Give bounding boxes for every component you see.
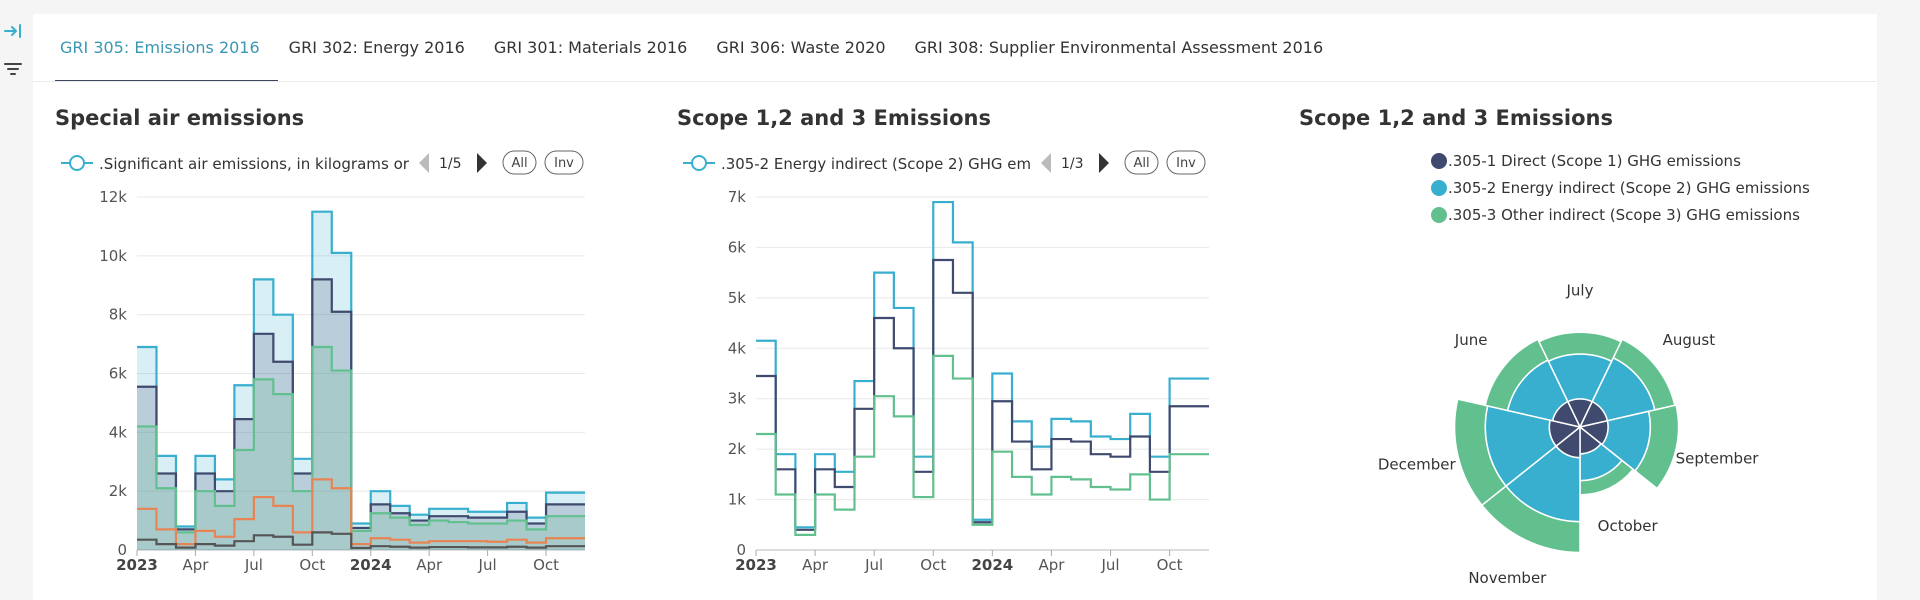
polar-category-label: July: [1566, 281, 1594, 299]
series-line-1[interactable]: [756, 200, 1209, 529]
legend-series-label: .305-2 Energy indirect (Scope 2) GHG em: [721, 155, 1031, 173]
series-line-2[interactable]: [137, 278, 585, 531]
chart-1-legend: .Significant air emissions, in kilograms…: [61, 150, 584, 175]
y-tick-label: 5k: [728, 289, 747, 307]
y-tick-label: 8k: [109, 306, 128, 324]
tab-gri-302[interactable]: GRI 302: Energy 2016: [288, 38, 465, 57]
polar-segment[interactable]: [1453, 398, 1507, 507]
x-tick-label: Apr: [182, 556, 209, 574]
legend-circle-symbol[interactable]: [69, 155, 85, 171]
inv-button-label: Inv: [1176, 156, 1196, 171]
all-button-bg[interactable]: [502, 150, 537, 175]
polar-category-label: December: [1378, 455, 1457, 473]
y-tick-label: 10k: [99, 247, 127, 265]
x-tick-label: 2023: [735, 556, 777, 574]
tabs-divider: [33, 81, 1877, 82]
left-rail: [0, 0, 28, 600]
chart-2-plot: 0 1k 2k 3k 4k 5k 6k 7k 2023 Apr Jul Oct 2024 Apr Jul Oc…: [728, 188, 1209, 574]
polar-category-label: June: [1454, 331, 1488, 349]
pager-prev-icon[interactable]: [419, 153, 429, 173]
series-line-3[interactable]: [756, 354, 1209, 536]
y-tick-label: 7k: [728, 188, 747, 206]
pager-prev-icon[interactable]: [1041, 153, 1051, 173]
x-tick-label: Jul: [864, 556, 883, 574]
polar-segment[interactable]: [1633, 404, 1680, 490]
legend-dot[interactable]: [1431, 207, 1447, 223]
y-tick-label: 3k: [728, 390, 747, 408]
tab-gri-306[interactable]: GRI 306: Waste 2020: [716, 38, 886, 57]
series-line-4[interactable]: [137, 478, 585, 546]
x-tick-label: Oct: [299, 556, 325, 574]
x-tick-label: Apr: [416, 556, 443, 574]
x-tick-label: Oct: [1157, 556, 1183, 574]
x-tick-label: Oct: [533, 556, 559, 574]
all-button[interactable]: All: [1124, 150, 1159, 175]
tab-bar: GRI 305: Emissions 2016 GRI 302: Energy …: [55, 14, 1347, 82]
polar-segment[interactable]: [1484, 338, 1549, 412]
tab-gri-301[interactable]: GRI 301: Materials 2016: [493, 38, 688, 57]
series-line-3[interactable]: [137, 345, 585, 534]
legend-circle-symbol[interactable]: [691, 155, 707, 171]
tab-gri-308[interactable]: GRI 308: Supplier Environmental Assessme…: [914, 38, 1324, 57]
chart-3-title: Scope 1,2 and 3 Emissions: [1299, 106, 1613, 130]
x-tick-label: 2023: [116, 556, 158, 574]
all-button-bg[interactable]: [1124, 150, 1159, 175]
legend-label: .305-2 Energy indirect (Scope 2) GHG emi…: [1448, 179, 1810, 197]
all-button-label: All: [511, 156, 527, 171]
chart-1-svg: .Significant air emissions, in kilograms…: [61, 150, 1810, 587]
x-tick-label: 2024: [350, 556, 392, 574]
x-tick-label: Jul: [244, 556, 263, 574]
x-tick-label: Apr: [802, 556, 829, 574]
series-line-2[interactable]: [756, 258, 1209, 531]
polar-category-label: October: [1598, 517, 1659, 535]
y-tick-label: 0: [117, 541, 127, 559]
polar-chart: July August September October November Decemb…: [1378, 281, 1759, 587]
chart-1-title: Special air emissions: [55, 106, 305, 130]
all-button[interactable]: All: [502, 150, 537, 175]
pager-next-icon[interactable]: [477, 153, 487, 173]
x-tick-label: Jul: [1100, 556, 1119, 574]
filter-icon[interactable]: [2, 58, 24, 80]
x-tick-label: 2024: [971, 556, 1013, 574]
legend-label: .305-3 Other indirect (Scope 3) GHG emis…: [1448, 206, 1800, 224]
all-button-label: All: [1133, 156, 1149, 171]
pager-text: 1/3: [1061, 156, 1084, 172]
y-tick-label: 4k: [109, 423, 128, 441]
y-tick-label: 1k: [728, 491, 747, 509]
inv-button-bg[interactable]: [1166, 150, 1206, 175]
polar-category-label: August: [1663, 331, 1716, 349]
chart-1-plot: 0 2k 4k 6k 8k 10k 12k 2023 Apr Jul Oct 2024 Apr Jul Oc…: [99, 188, 585, 574]
dashboard-card: GRI 305: Emissions 2016 GRI 302: Energy …: [33, 14, 1877, 600]
y-tick-label: 6k: [109, 365, 128, 383]
inv-button-bg[interactable]: [544, 150, 584, 175]
pager-text: 1/5: [439, 156, 462, 172]
y-tick-label: 12k: [99, 188, 127, 206]
chart-2-title: Scope 1,2 and 3 Emissions: [677, 106, 991, 130]
y-tick-label: 0: [736, 541, 746, 559]
y-tick-label: 2k: [109, 482, 128, 500]
polar-category-label: September: [1676, 449, 1760, 467]
x-tick-label: Oct: [920, 556, 946, 574]
series-line-5[interactable]: [137, 531, 585, 550]
inv-button[interactable]: Inv: [1166, 150, 1206, 175]
x-tick-label: Jul: [478, 556, 497, 574]
chart-3-legend: .305-1 Direct (Scope 1) GHG emissions .30…: [1431, 152, 1810, 224]
y-tick-label: 6k: [728, 238, 747, 256]
y-tick-label: 2k: [728, 440, 747, 458]
series-area-2: [137, 279, 585, 550]
expand-right-icon[interactable]: [2, 20, 24, 42]
series-area-3: [137, 347, 585, 550]
legend-dot[interactable]: [1431, 153, 1447, 169]
pager-next-icon[interactable]: [1099, 153, 1109, 173]
x-tick-label: Apr: [1038, 556, 1065, 574]
y-tick-label: 4k: [728, 339, 747, 357]
legend-series-label: .Significant air emissions, in kilograms…: [99, 155, 410, 173]
legend-label: .305-1 Direct (Scope 1) GHG emissions: [1448, 152, 1741, 170]
polar-category-label: November: [1468, 569, 1547, 587]
chart-2-legend: .305-2 Energy indirect (Scope 2) GHG em 1…: [683, 150, 1206, 175]
inv-button-label: Inv: [554, 156, 574, 171]
legend-dot[interactable]: [1431, 180, 1447, 196]
series-area-1: [137, 211, 585, 551]
inv-button[interactable]: Inv: [544, 150, 584, 175]
